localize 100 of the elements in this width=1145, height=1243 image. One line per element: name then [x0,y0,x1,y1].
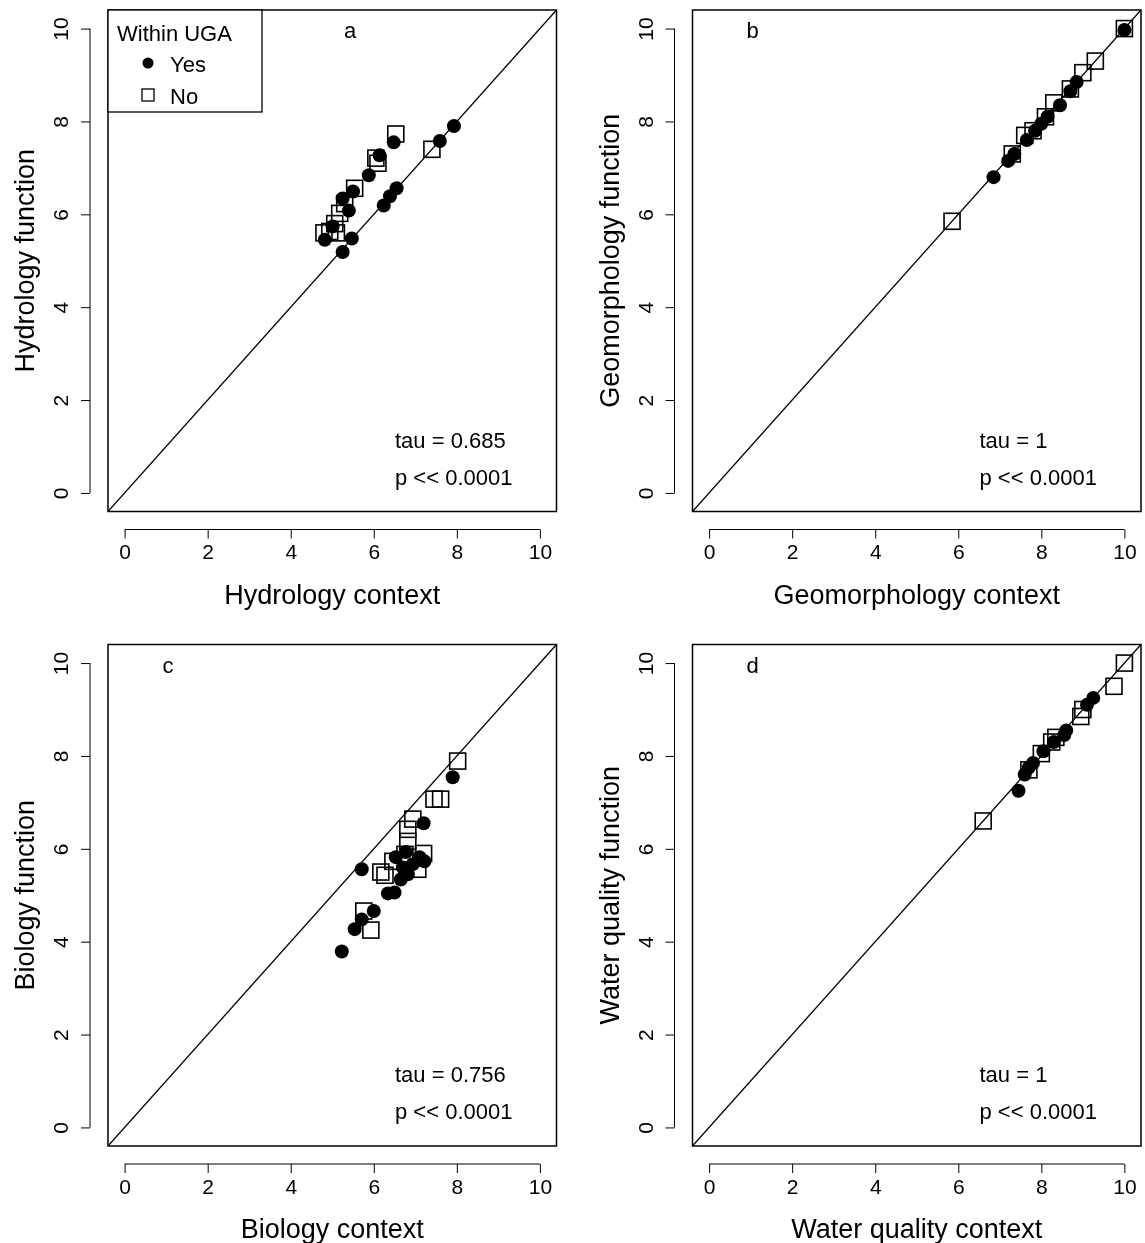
point [1086,690,1101,705]
y-tick-label: 0 [49,1122,72,1134]
y-axis-title: Water quality function [594,765,625,1025]
point [1061,80,1080,98]
point [1011,783,1026,798]
point [366,904,381,919]
y-tick-label: 2 [49,394,72,407]
y-tick-label: 0 [633,1122,657,1134]
point [446,119,461,134]
annotation: tau = 0.756 [395,1062,506,1087]
point [317,232,332,247]
y-tick-label: 4 [49,301,72,314]
point [425,790,443,808]
point [341,203,356,218]
point [389,181,404,196]
point [974,812,992,830]
y-tick-label: 8 [633,116,657,128]
annotation: a [344,18,358,43]
point [362,921,380,939]
y-tick-label: 6 [633,208,657,221]
point [416,816,431,831]
annotation: p << 0.0001 [979,464,1097,490]
y-tick-label: 8 [49,116,72,128]
y-tick-label: 10 [49,17,72,41]
x-tick-label: 10 [1113,1174,1137,1198]
y-tick-label: 8 [633,750,657,763]
point [347,922,362,937]
x-tick-label: 0 [703,1174,716,1198]
point [1069,74,1084,89]
legend-label: No [170,84,199,109]
y-tick-label: 0 [49,487,72,500]
point [1015,126,1034,145]
point [432,133,447,148]
point [448,752,467,770]
y-tick-label: 10 [49,651,72,676]
point [1032,744,1051,763]
x-tick-label: 2 [786,1174,799,1198]
y-tick-label: 10 [633,651,657,676]
point [399,820,417,839]
x-tick-label: 6 [368,540,381,564]
x-axis-title: Water quality context [791,1214,1043,1243]
x-tick-label: 10 [528,1174,553,1198]
point [1059,723,1074,738]
point [399,832,417,851]
x-tick-label: 2 [786,540,799,564]
x-tick-label: 2 [202,540,215,564]
point [1036,108,1055,126]
point [1036,744,1051,759]
point [335,244,350,259]
point [346,184,361,199]
x-tick-label: 8 [1035,1174,1048,1198]
y-tick-label: 2 [633,394,657,407]
annotation: tau = 0.685 [395,427,506,453]
x-tick-label: 4 [869,540,882,564]
point [445,770,460,785]
x-tick-label: 4 [285,1174,298,1198]
x-axis-title: Geomorphology context [773,579,1061,610]
point [344,231,359,246]
point [393,872,408,887]
x-tick-label: 6 [952,1174,965,1198]
y-tick-label: 8 [49,750,72,763]
annotation: p << 0.0001 [979,1099,1097,1124]
point [330,204,349,223]
point [423,140,441,159]
x-tick-label: 10 [1113,540,1137,564]
point [1053,98,1068,113]
point [369,154,387,173]
annotation: b [746,18,759,43]
point [986,170,1001,185]
point [376,866,394,885]
point [335,191,350,206]
point [1115,654,1134,672]
x-tick-label: 4 [285,540,298,564]
x-tick-label: 6 [368,1174,381,1198]
point [386,135,401,150]
y-axis-title: Hydrology function [10,148,40,373]
y-axis-title: Biology function [10,799,40,991]
point [361,168,376,183]
y-axis-title: Geomorphology function [594,113,625,408]
point [1046,735,1061,750]
point [943,212,961,231]
annotation: c [162,652,174,678]
point [431,790,450,808]
point [345,179,364,198]
y-tick-label: 4 [49,936,72,949]
legend-title: Within UGA [117,21,233,46]
annotation: tau = 1 [979,427,1048,453]
x-tick-label: 0 [119,540,131,564]
x-tick-label: 8 [451,1174,464,1198]
y-tick-label: 4 [633,301,657,314]
point [1003,145,1022,163]
x-tick-label: 6 [952,540,965,564]
point [1040,109,1055,124]
y-tick-label: 6 [633,843,657,856]
point [1026,755,1041,770]
y-tick-label: 0 [633,487,657,500]
point [325,214,344,233]
annotation: p << 0.0001 [395,464,513,490]
point [1086,52,1105,70]
point [1105,677,1123,696]
